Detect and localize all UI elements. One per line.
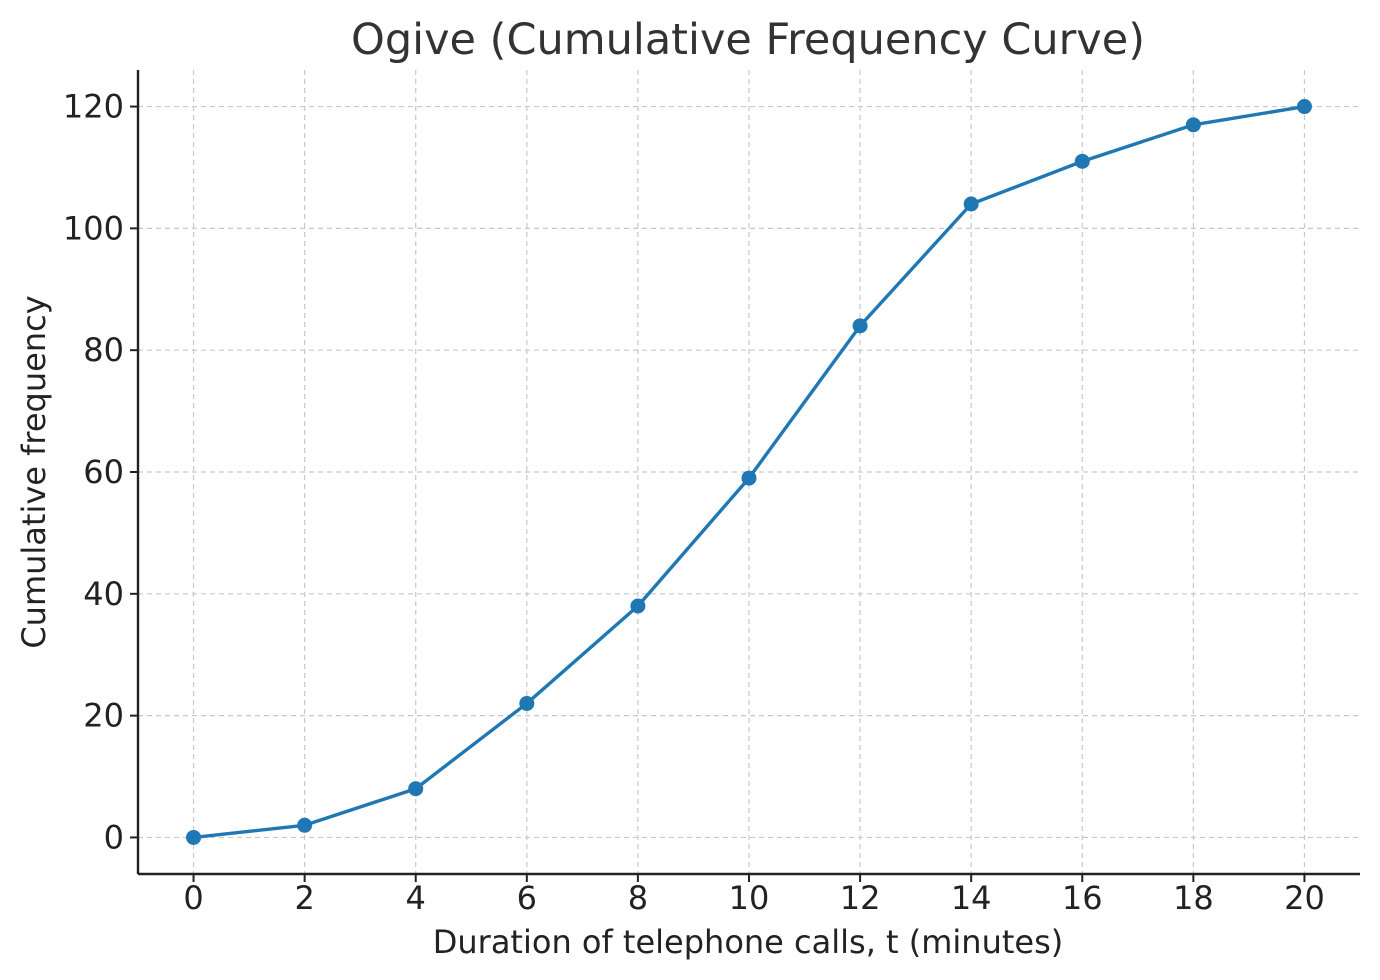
y-tick-label: 100: [63, 209, 124, 247]
x-axis-ticks: 0 2 4 6 8 10 12 14 16 18 20: [183, 874, 1325, 917]
y-tick-label: 0: [104, 818, 124, 856]
y-axis-ticks: 0 20 40 60 80 100 120: [63, 88, 138, 856]
x-tick-label: 8: [628, 879, 648, 917]
x-axis-label: Duration of telephone calls, t (minutes): [433, 923, 1064, 961]
x-tick-label: 18: [1173, 879, 1214, 917]
grid-lines: [138, 70, 1360, 874]
data-point: [963, 196, 979, 212]
data-point: [1296, 99, 1312, 115]
series-group: [186, 99, 1312, 845]
x-tick-label: 2: [294, 879, 314, 917]
x-tick-label: 10: [729, 879, 770, 917]
data-point: [408, 781, 424, 797]
data-point: [186, 829, 202, 845]
y-axis-label: Cumulative frequency: [15, 295, 53, 648]
data-point: [519, 695, 535, 711]
data-point: [297, 817, 313, 833]
x-tick-label: 16: [1062, 879, 1103, 917]
chart-title: Ogive (Cumulative Frequency Curve): [351, 15, 1145, 65]
x-tick-label: 14: [951, 879, 992, 917]
x-tick-label: 20: [1284, 879, 1325, 917]
data-point: [1074, 153, 1090, 169]
data-point: [741, 470, 757, 486]
x-tick-label: 12: [840, 879, 881, 917]
data-point: [630, 598, 646, 614]
x-tick-label: 4: [406, 879, 426, 917]
y-tick-label: 120: [63, 88, 124, 126]
y-tick-label: 80: [83, 331, 124, 369]
y-tick-label: 40: [83, 575, 124, 613]
data-point: [852, 318, 868, 334]
x-tick-label: 6: [517, 879, 537, 917]
x-tick-label: 0: [183, 879, 203, 917]
y-tick-label: 60: [83, 453, 124, 491]
y-tick-label: 20: [83, 697, 124, 735]
data-point: [1185, 117, 1201, 133]
